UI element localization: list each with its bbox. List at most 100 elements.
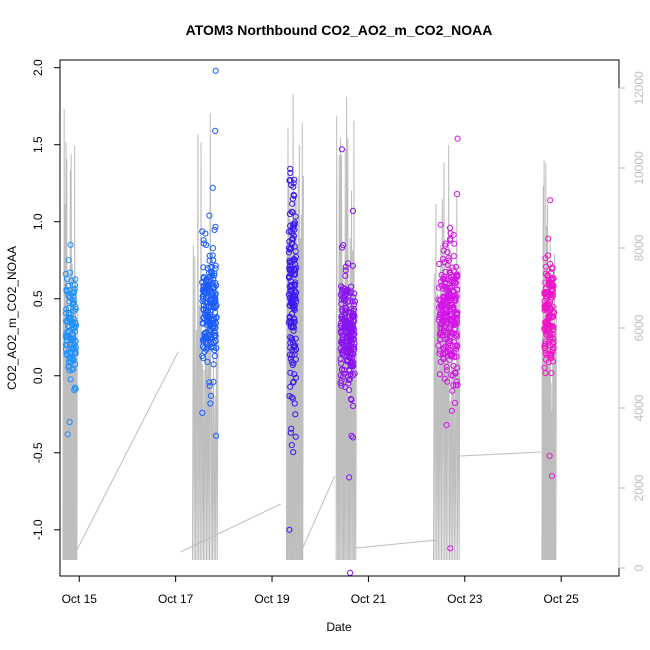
data-point: [447, 237, 454, 244]
data-point: [287, 177, 294, 184]
y2-tick-label: 4000: [632, 394, 646, 421]
data-point: [450, 306, 457, 313]
data-point: [68, 366, 76, 373]
data-point: [546, 452, 553, 459]
data-point: [340, 339, 347, 346]
data-point: [440, 275, 447, 282]
data-point: [207, 321, 214, 328]
series-5: [435, 135, 461, 552]
data-point: [441, 314, 449, 321]
altitude-segment-2: [192, 112, 219, 561]
data-point: [68, 317, 75, 324]
data-point: [450, 253, 457, 260]
data-point: [70, 357, 77, 364]
data-point: [210, 303, 217, 310]
data-point: [289, 200, 296, 207]
data-point: [291, 226, 298, 233]
data-point: [453, 310, 460, 317]
data-point: [63, 350, 70, 357]
data-point: [438, 282, 445, 289]
data-point: [541, 344, 548, 351]
data-point: [347, 569, 354, 577]
data-point: [545, 339, 553, 346]
y-tick-label: 1.0: [31, 213, 45, 230]
data-point: [204, 358, 211, 365]
data-point: [348, 283, 355, 290]
data-point: [209, 245, 216, 252]
data-point: [340, 347, 347, 354]
y-axis: -1.0 -0.5 0.0 0.5 1.0 1.5 2.0: [31, 59, 61, 540]
data-point: [290, 180, 297, 187]
data-point: [201, 345, 208, 352]
data-point: [208, 269, 215, 277]
data-point: [351, 290, 358, 297]
data-point: [449, 264, 456, 271]
altitude-transit-3: [300, 475, 336, 553]
data-point: [550, 335, 557, 342]
data-point: [548, 283, 555, 290]
y-tick-label: 2.0: [31, 59, 45, 76]
data-point: [289, 339, 296, 346]
data-point: [72, 276, 79, 283]
data-point: [206, 212, 213, 219]
series-6: [541, 197, 558, 479]
data-point: [445, 254, 452, 262]
data-point: [549, 330, 556, 338]
data-point: [338, 360, 345, 367]
data-point: [351, 318, 358, 325]
data-point: [210, 322, 217, 329]
data-point: [440, 256, 447, 263]
data-point: [212, 67, 219, 74]
data-point: [199, 279, 206, 286]
data-point: [548, 472, 556, 479]
data-point: [199, 228, 206, 235]
data-point: [290, 256, 297, 263]
data-point: [63, 286, 70, 293]
data-point: [542, 255, 549, 262]
data-point: [206, 382, 213, 389]
data-point: [71, 307, 78, 314]
altitude-trace: [62, 94, 557, 561]
data-point: [212, 223, 219, 230]
data-point: [435, 317, 442, 324]
data-point: [287, 165, 294, 172]
data-point: [447, 307, 454, 314]
plot-area: [62, 67, 558, 577]
x-tick-label: Oct 15: [62, 592, 98, 606]
data-point: [289, 361, 296, 369]
data-point: [342, 304, 349, 311]
data-point: [347, 325, 355, 332]
x-tick-label: Oct 21: [351, 592, 387, 606]
data-point: [443, 276, 450, 283]
data-point: [445, 329, 452, 336]
data-point: [72, 350, 79, 357]
data-point: [545, 314, 553, 322]
data-point: [286, 526, 293, 533]
data-point: [351, 370, 358, 377]
data-point: [67, 376, 74, 383]
data-point: [542, 338, 549, 345]
data-point: [210, 289, 217, 296]
data-point: [342, 384, 349, 391]
data-point: [550, 344, 557, 352]
data-point: [203, 307, 210, 314]
data-point: [448, 372, 455, 379]
y2-tick-label: 8000: [632, 234, 646, 261]
data-point: [338, 377, 345, 384]
data-point: [348, 345, 355, 352]
data-point: [207, 296, 214, 303]
data-point: [445, 257, 452, 264]
data-point: [450, 321, 458, 328]
data-point: [286, 238, 293, 245]
data-point: [436, 260, 443, 268]
x-tick-label: Oct 25: [543, 592, 579, 606]
data-point: [64, 431, 71, 438]
data-point: [288, 394, 295, 401]
data-point: [345, 376, 352, 384]
data-point: [288, 288, 295, 295]
data-point: [454, 190, 461, 198]
data-point: [452, 263, 460, 270]
altitude-transit-1: [75, 351, 179, 553]
data-point: [71, 282, 79, 289]
data-point: [451, 320, 459, 327]
